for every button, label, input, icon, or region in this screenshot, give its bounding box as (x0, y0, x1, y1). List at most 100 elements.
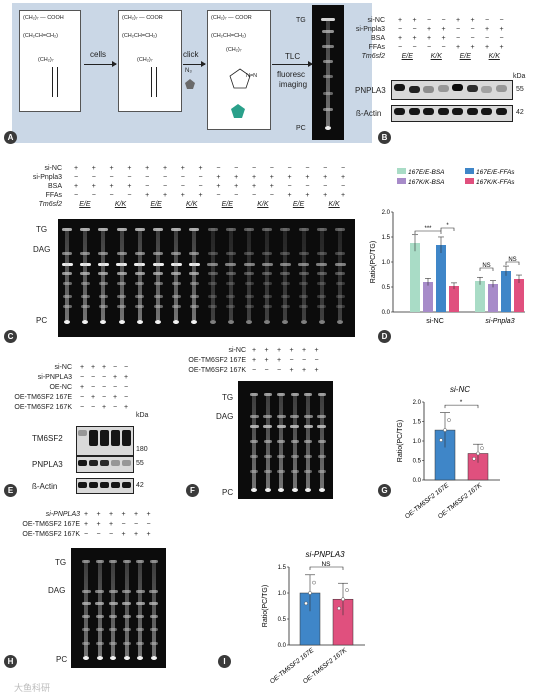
triazole-ring-icon (228, 67, 252, 91)
condition-sign: + (320, 192, 330, 199)
legend-swatch (397, 168, 406, 174)
genotype-label: E/E (219, 201, 235, 208)
panel-b-kda: kDa (513, 73, 525, 80)
mol1-line1: (CH₂)₇ — COOH (23, 15, 64, 22)
condition-sign: − (231, 192, 241, 199)
condition-row-label: Tm6sf2 (345, 53, 385, 60)
tlc-pc-spot (251, 488, 257, 492)
panel-b-actin-mw: 42 (516, 109, 524, 116)
condition-row-label: OE-TM6SF2 167K (10, 531, 80, 538)
mol3-line2: (CH₂CH=CH₂) (211, 33, 246, 40)
condition-row-label: si-NC (20, 165, 62, 172)
tm6sf2-band (100, 430, 109, 446)
tlc-smear (247, 228, 251, 320)
tlc-pc-spot (210, 320, 216, 324)
tlc-smear (266, 393, 270, 488)
pnpla3-band (496, 85, 507, 92)
tlc-pc-spot (246, 320, 252, 324)
condition-sign: − (302, 183, 312, 190)
condition-sign: + (439, 26, 449, 33)
y-tick-label: 1.0 (382, 260, 391, 266)
tm6sf2-band (111, 430, 120, 446)
condition-sign: − (410, 44, 420, 51)
condition-sign: − (144, 521, 154, 528)
condition-sign: + (312, 367, 322, 374)
condition-sign: + (302, 174, 312, 181)
actin-band (409, 108, 420, 115)
condition-sign: − (71, 192, 81, 199)
y-tick-label: 0.5 (413, 459, 422, 465)
genotype-label: K/K (486, 53, 502, 60)
tlc-smear (265, 228, 269, 320)
condition-row-label: OE-NC (2, 384, 72, 391)
tlc-smear (138, 560, 142, 656)
condition-sign: + (249, 174, 259, 181)
actin-band (452, 108, 463, 115)
panel-f-pc: PC (222, 488, 233, 497)
condition-sign: + (142, 165, 152, 172)
condition-sign: − (99, 394, 109, 401)
bar (410, 243, 420, 312)
tlc-pc-spot (337, 320, 343, 324)
arrow3-tlc: TLC (285, 52, 300, 61)
data-point (443, 428, 446, 431)
condition-sign: + (88, 364, 98, 371)
mol3-line1: (CH₂)₇ — COOR (211, 15, 252, 22)
condition-sign: + (213, 183, 223, 190)
genotype-label: E/E (291, 201, 307, 208)
panel-h-dag: DAG (48, 586, 65, 595)
actin-band (111, 482, 120, 488)
tlc-smear (279, 393, 283, 488)
condition-sign: + (395, 35, 405, 42)
condition-sign: + (196, 165, 206, 172)
condition-row-label: OE-TM6SF2 167E (10, 521, 80, 528)
condition-sign: − (424, 17, 434, 24)
condition-sign: + (131, 511, 141, 518)
y-tick-label: 1.0 (278, 591, 287, 597)
condition-sign: + (395, 17, 405, 24)
condition-sign: + (468, 44, 478, 51)
condition-sign: + (94, 511, 104, 518)
condition-sign: − (119, 521, 129, 528)
panel-letter-a: A (4, 131, 17, 144)
condition-sign: − (196, 174, 206, 181)
tlc-pc-spot (301, 320, 307, 324)
condition-sign: + (320, 174, 330, 181)
tlc-pc-spot (119, 320, 125, 324)
arrow3 (272, 64, 312, 65)
condition-sign: − (497, 17, 507, 24)
data-point (345, 588, 348, 591)
panel-b-pnpla3-mw: 55 (516, 86, 524, 93)
condition-sign: + (285, 192, 295, 199)
actin-band (438, 108, 449, 115)
condition-sign: + (274, 357, 284, 364)
panel-c-tg: TG (36, 225, 47, 234)
pnpla3-band (122, 460, 131, 466)
tlc-smear (120, 228, 124, 320)
condition-sign: + (124, 165, 134, 172)
y-tick-label: 1.5 (278, 565, 287, 571)
condition-sign: − (110, 384, 120, 391)
chart-title: si-PNPLA3 (305, 550, 345, 559)
bar (475, 281, 485, 312)
condition-sign: − (453, 26, 463, 33)
condition-sign: + (119, 511, 129, 518)
condition-sign: − (395, 26, 405, 33)
condition-sign: − (249, 367, 259, 374)
condition-row-label: si-Pnpla3 (20, 174, 62, 181)
mol2-line2: (CH₂CH=CH₂) (122, 33, 157, 40)
condition-sign: − (77, 374, 87, 381)
data-point (480, 447, 483, 450)
pnpla3-band (438, 85, 449, 92)
panel-f-dag: DAG (216, 412, 233, 421)
condition-sign: + (160, 192, 170, 199)
molecule-2: (CH₂)₇ — COOR (CH₂CH=CH₂) (CH₂)₇ (118, 10, 182, 112)
condition-sign: − (320, 183, 330, 190)
condition-sign: + (299, 347, 309, 354)
panel-c-dag: DAG (33, 245, 50, 254)
condition-sign: − (231, 165, 241, 172)
panel-c-pc: PC (36, 316, 47, 325)
panel-e-tm6sf2-label: TM6SF2 (32, 434, 63, 443)
significance-label: *** (424, 226, 432, 232)
condition-sign: − (178, 183, 188, 190)
